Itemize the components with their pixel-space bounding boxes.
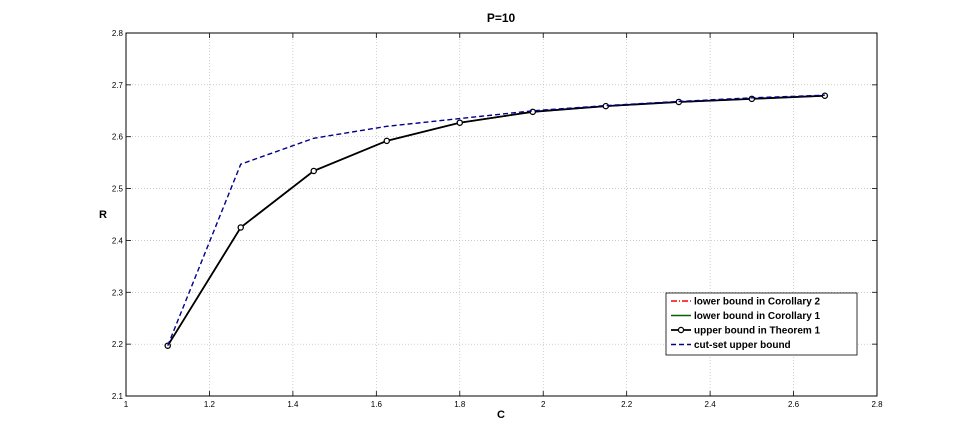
data-point <box>310 167 317 175</box>
y-tick-label: 2.1 <box>112 392 124 401</box>
x-axis-label: C <box>497 409 505 421</box>
legend-label-2: upper bound in Theorem 1 <box>694 326 821 337</box>
y-ticks: 2.1 2.2 2.3 2.4 2.5 2.6 2.7 2.8 <box>112 29 877 401</box>
data-point <box>237 224 244 231</box>
x-tick-label: 1.4 <box>287 400 299 409</box>
data-point <box>456 119 464 126</box>
y-tick-label: 2.3 <box>112 288 124 297</box>
y-tick-label: 2.6 <box>112 133 124 142</box>
data-point <box>748 95 756 103</box>
legend-box <box>665 292 858 356</box>
x-tick-label: 2.6 <box>788 400 800 409</box>
legend-label-1: lower bound in Corollary 1 <box>694 311 821 322</box>
x-tick-label: 2.4 <box>705 400 717 409</box>
series-line-3 <box>167 94 825 346</box>
y-tick-label: 2.7 <box>112 81 124 90</box>
y-tick-label: 2.8 <box>112 29 124 38</box>
legend-label-0: lower bound in Corollary 2 <box>694 297 821 308</box>
data-point <box>383 137 391 145</box>
y-axis-label: R <box>99 209 107 221</box>
y-tick-label: 2.2 <box>112 340 124 349</box>
y-tick-label: 2.4 <box>112 236 124 245</box>
series-group <box>164 92 829 349</box>
x-tick-label: 1.2 <box>204 400 216 409</box>
x-tick-label: 1.8 <box>454 400 466 409</box>
x-tick-label: 2.8 <box>871 400 883 409</box>
x-ticks: 1 1.2 1.4 1.6 1.8 2 2.2 2.4 2.6 2.8 <box>124 33 883 409</box>
legend-label-3: cut-set upper bound <box>694 340 791 351</box>
x-tick-label: 1.6 <box>371 400 383 409</box>
legend-marker <box>677 326 685 334</box>
x-tick-label: 2.2 <box>621 400 633 409</box>
y-tick-label: 2.5 <box>112 185 124 194</box>
legend: lower bound in Corollary 2 lower bound in… <box>665 292 858 356</box>
chart-title: P=10 <box>487 11 516 25</box>
x-tick-label: 1 <box>124 400 129 409</box>
data-point <box>529 108 537 116</box>
series-line-2 <box>166 94 825 347</box>
grid <box>126 33 877 396</box>
x-tick-label: 2 <box>541 400 546 409</box>
